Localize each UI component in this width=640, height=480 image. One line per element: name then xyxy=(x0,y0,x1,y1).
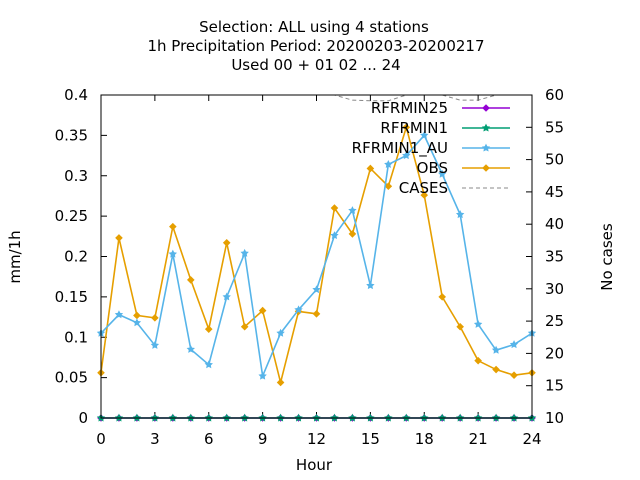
data-point-rfrmin1-au xyxy=(276,328,285,337)
data-point-rfrmin1-au xyxy=(294,305,303,314)
data-point-rfrmin1-au xyxy=(438,169,447,178)
data-point-obs xyxy=(438,293,447,301)
data-point-rfrmin1-au xyxy=(204,360,213,369)
data-point-obs xyxy=(312,310,321,318)
legend-marker-rfrmin25 xyxy=(482,104,490,112)
data-point-obs xyxy=(456,322,464,331)
y2-tick-label: 15 xyxy=(545,377,564,395)
data-point-rfrmin1-au xyxy=(222,292,231,301)
y-tick-label: 0.05 xyxy=(55,369,88,387)
y-tick-label: 0.15 xyxy=(55,288,88,306)
y2-tick-label: 20 xyxy=(545,344,564,362)
data-point-rfrmin1-au xyxy=(186,344,195,353)
data-point-rfrmin1-au xyxy=(348,206,357,215)
x-tick-label: 18 xyxy=(415,430,434,448)
data-point-obs xyxy=(366,164,375,173)
data-point-obs xyxy=(276,378,285,387)
y-tick-label: 0.2 xyxy=(64,248,88,266)
data-point-rfrmin1-au xyxy=(114,310,124,319)
legend-marker-obs xyxy=(482,164,490,172)
series-lines xyxy=(96,94,537,422)
data-point-obs xyxy=(258,306,267,315)
y-tick-label: 0.3 xyxy=(64,167,88,185)
legend-label-rfrmin25: RFRMIN25 xyxy=(371,99,448,117)
legend-label-rfrmin1: RFRMIN1 xyxy=(380,119,448,137)
data-point-obs xyxy=(330,204,339,212)
data-point-rfrmin1-au xyxy=(420,130,429,139)
data-point-obs xyxy=(151,314,159,322)
y-tick-label: 0.4 xyxy=(64,86,88,104)
data-point-obs xyxy=(510,371,518,380)
x-tick-label: 3 xyxy=(150,430,160,448)
data-point-rfrmin1-au xyxy=(132,318,142,327)
data-point-rfrmin1-au xyxy=(402,151,411,160)
chart-title-line-2: 1h Precipitation Period: 20200203-202002… xyxy=(147,37,484,55)
chart-title-line-3: Used 00 + 01 02 ... 24 xyxy=(231,56,400,74)
data-point-rfrmin1-au xyxy=(509,340,519,349)
y2-tick-label: 50 xyxy=(545,151,564,169)
data-point-obs xyxy=(492,365,500,374)
y-tick-label: 0 xyxy=(78,409,88,427)
y2-tick-label: 40 xyxy=(545,215,564,233)
data-point-rfrmin1-au xyxy=(330,231,339,240)
data-point-obs xyxy=(204,325,213,333)
data-point-obs xyxy=(348,230,357,238)
y2-axis-label: No cases xyxy=(598,223,616,291)
data-point-obs xyxy=(384,182,393,191)
data-point-rfrmin1-au xyxy=(384,160,393,168)
data-point-obs xyxy=(402,123,411,132)
chart-title-line-1: Selection: ALL using 4 stations xyxy=(199,18,429,36)
series-obs xyxy=(97,123,536,387)
data-point-obs xyxy=(474,356,482,365)
data-point-rfrmin1-au xyxy=(473,319,483,328)
data-point-rfrmin1-au xyxy=(366,281,375,290)
data-point-obs xyxy=(186,276,195,284)
data-point-rfrmin1-au xyxy=(491,345,501,354)
y-tick-label: 0.25 xyxy=(55,207,88,225)
y2-tick-label: 25 xyxy=(545,312,564,330)
chart-title: Selection: ALL using 4 stations 1h Preci… xyxy=(147,18,484,74)
y2-tick-label: 45 xyxy=(545,183,564,201)
legend-marker-rfrmin1 xyxy=(481,123,491,132)
x-tick-label: 24 xyxy=(522,430,541,448)
axis-ticks: 0 3 6 9 12 15 18 21 24 0 0.05 0.1 0.15 0.2 0.25 0.3 0.35… xyxy=(55,86,565,448)
data-point-obs xyxy=(169,222,177,231)
data-point-rfrmin1-au xyxy=(258,371,267,380)
data-point-obs xyxy=(222,238,231,247)
y2-tick-label: 60 xyxy=(545,86,564,104)
data-point-rfrmin1-au xyxy=(312,285,321,294)
y2-tick-label: 10 xyxy=(545,409,564,427)
x-tick-label: 15 xyxy=(361,430,380,448)
data-point-rfrmin1-au xyxy=(455,210,465,219)
x-tick-label: 12 xyxy=(307,430,326,448)
x-tick-label: 0 xyxy=(96,430,106,448)
data-point-obs xyxy=(420,191,429,199)
data-point-obs xyxy=(133,311,141,320)
y2-tick-label: 30 xyxy=(545,280,564,298)
data-point-rfrmin1-au xyxy=(240,248,249,257)
data-point-rfrmin1-au xyxy=(168,249,178,258)
y-tick-label: 0.1 xyxy=(64,328,88,346)
y-tick-label: 0.35 xyxy=(55,126,88,144)
x-tick-label: 9 xyxy=(258,430,268,448)
y2-tick-label: 35 xyxy=(545,248,564,266)
data-point-obs xyxy=(115,234,123,242)
y2-tick-label: 55 xyxy=(545,118,564,136)
x-axis-label: Hour xyxy=(296,456,333,474)
legend-label-rfrmin1-au: RFRMIN1_AU xyxy=(352,139,448,158)
legend-label-obs: OBS xyxy=(417,159,448,177)
x-tick-label: 6 xyxy=(204,430,214,448)
y-axis-label: mm/1h xyxy=(6,230,24,283)
plot-frame xyxy=(100,94,533,419)
legend-marker-rfrmin1-au xyxy=(481,143,491,152)
data-point-obs xyxy=(240,322,249,331)
x-tick-label: 21 xyxy=(469,430,488,448)
data-point-rfrmin1-au xyxy=(150,340,160,349)
legend-label-cases: CASES xyxy=(399,179,448,197)
series-rfrmin1-au xyxy=(96,130,537,380)
